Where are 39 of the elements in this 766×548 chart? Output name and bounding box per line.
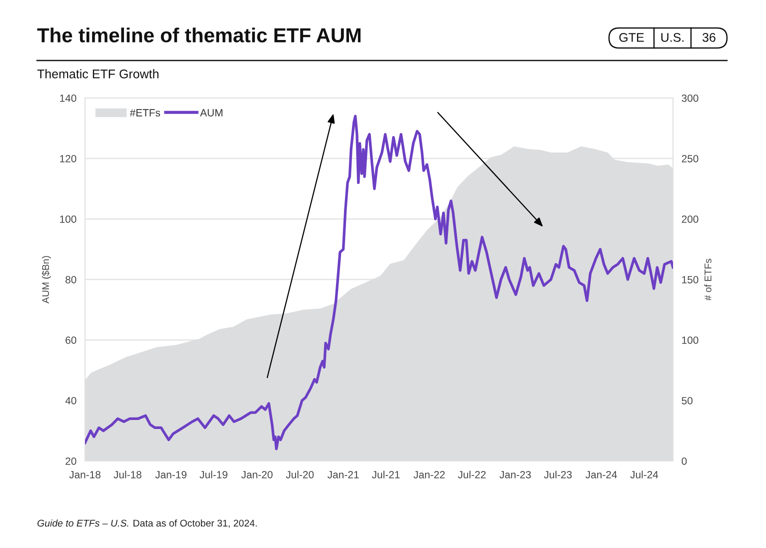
y-tick-label: 40 [65, 397, 76, 404]
x-tick-label: Jul-24 [630, 470, 658, 478]
x-tick-label: Jul-22 [458, 470, 486, 478]
x-tick-label: Jul-18 [114, 470, 142, 478]
text: Guide to ETFs – U.S. [37, 519, 128, 527]
y2-tick-label: 250 [682, 155, 698, 162]
chart-subtitle: Thematic ETF Growth [37, 69, 158, 78]
x-tick-label: Jan-19 [155, 470, 186, 478]
y-tick-label: 20 [66, 458, 76, 465]
y2-tick-label: 300 [682, 94, 698, 102]
y2-tick-label: 150 [682, 276, 698, 284]
y-axis-title: AUM ($Bn) [42, 256, 51, 304]
text: U.S. [661, 33, 684, 42]
y-tick-label: 80 [66, 276, 76, 284]
y-tick-label: 140 [60, 94, 76, 102]
x-tick-label: Jul-20 [286, 470, 314, 478]
legend-label: #ETFs [130, 109, 160, 116]
legend-label: AUM [200, 109, 222, 116]
x-tick-label: Jan-24 [586, 470, 617, 478]
x-tick-label: Jan-21 [328, 470, 359, 478]
y-tick-label: 100 [60, 216, 76, 223]
x-tick-label: Jan-22 [414, 470, 445, 478]
y2-tick-label: 200 [682, 216, 698, 223]
x-tick-label: Jan-20 [241, 470, 273, 478]
x-tick-label: Jul-19 [200, 470, 228, 478]
y2-tick-label: 0 [682, 458, 687, 465]
x-tick-label: Jul-21 [372, 470, 400, 478]
y2-axis-title: # of ETFs [704, 258, 712, 301]
text: GTE [619, 33, 644, 42]
text: Data as of October 31, 2024. [134, 519, 257, 528]
y-tick-label: 60 [66, 336, 76, 344]
text: 36 [702, 33, 716, 42]
chart-title: The timeline of thematic ETF AUM [37, 28, 360, 42]
x-tick-label: Jan-18 [69, 470, 100, 478]
y2-tick-label: 50 [682, 397, 693, 404]
y2-tick-label: 100 [682, 336, 698, 344]
y-tick-label: 120 [60, 155, 76, 162]
x-tick-label: Jul-23 [544, 470, 572, 478]
x-tick-label: Jan-23 [500, 470, 531, 478]
